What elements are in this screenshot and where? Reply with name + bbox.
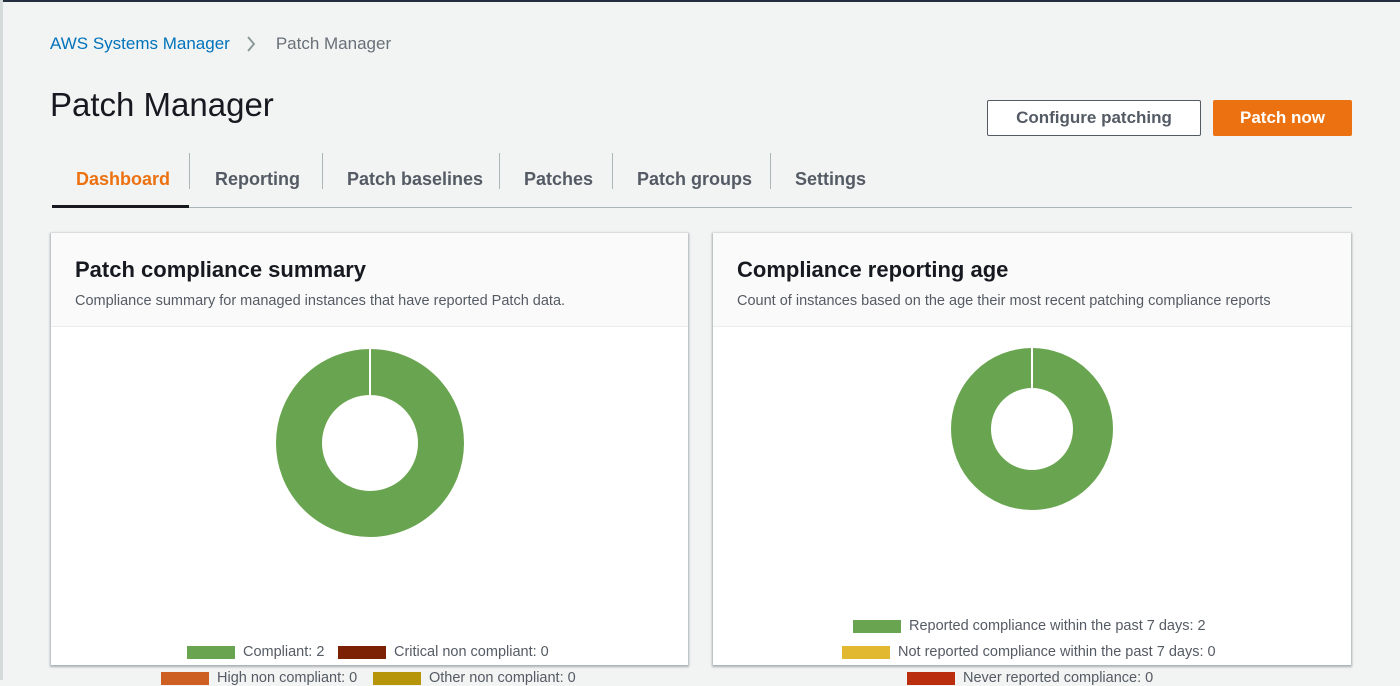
- tab-settings[interactable]: Settings: [770, 152, 890, 206]
- tab-dashboard[interactable]: Dashboard: [52, 152, 189, 208]
- legend-item-high[interactable]: High non compliant: 0: [161, 670, 357, 686]
- legend-swatch: [853, 619, 901, 633]
- legend-swatch: [842, 645, 890, 659]
- reporting-age-donut-chart: [951, 347, 1113, 510]
- card-header: Compliance reporting age Count of instan…: [713, 233, 1351, 327]
- card-title: Patch compliance summary: [75, 257, 367, 282]
- card-header: Patch compliance summary Compliance summ…: [51, 233, 688, 327]
- page-title: Patch Manager: [50, 86, 274, 123]
- chevron-right-icon: [246, 35, 258, 53]
- legend-label: Compliant: 2: [243, 644, 325, 660]
- tab-patches[interactable]: Patches: [499, 152, 612, 206]
- legend-swatch: [338, 645, 386, 659]
- legend-swatch: [161, 671, 209, 685]
- legend-swatch: [187, 645, 235, 659]
- legend-swatch: [373, 671, 421, 685]
- configure-patching-button[interactable]: Configure patching: [987, 100, 1201, 136]
- compliance-reporting-age-card: Compliance reporting age Count of instan…: [713, 233, 1351, 686]
- legend-label: Other non compliant: 0: [429, 670, 576, 686]
- compliance-donut-chart: [276, 348, 464, 537]
- breadcrumb: AWS Systems Manager Patch Manager: [50, 34, 391, 54]
- legend-item-not-reported[interactable]: Not reported compliance within the past …: [842, 644, 1216, 660]
- card-description: Count of instances based on the age thei…: [737, 293, 1271, 309]
- legend-item-critical[interactable]: Critical non compliant: 0: [338, 644, 549, 660]
- legend-swatch: [907, 671, 955, 685]
- legend-item-reported[interactable]: Reported compliance within the past 7 da…: [853, 618, 1206, 634]
- legend-label: High non compliant: 0: [217, 670, 358, 686]
- tab-reporting[interactable]: Reporting: [189, 152, 322, 206]
- legend-label: Not reported compliance within the past …: [898, 644, 1216, 660]
- card-title: Compliance reporting age: [737, 257, 1009, 282]
- breadcrumb-link-systems-manager[interactable]: AWS Systems Manager: [50, 34, 230, 53]
- patch-now-button[interactable]: Patch now: [1213, 100, 1352, 136]
- legend-label: Critical non compliant: 0: [394, 644, 549, 660]
- content-left-border: [0, 0, 3, 680]
- tab-patch-groups[interactable]: Patch groups: [612, 152, 770, 206]
- legend-label: Reported compliance within the past 7 da…: [909, 618, 1206, 634]
- legend-label: Never reported compliance: 0: [963, 670, 1154, 686]
- console-top-border: [0, 0, 1400, 2]
- patch-compliance-summary-card: Patch compliance summary Compliance summ…: [51, 233, 688, 686]
- legend-item-never-reported[interactable]: Never reported compliance: 0: [907, 670, 1153, 686]
- breadcrumb-current: Patch Manager: [275, 34, 392, 53]
- legend-item-compliant[interactable]: Compliant: 2: [187, 644, 324, 660]
- tab-patch-baselines[interactable]: Patch baselines: [322, 152, 499, 206]
- tab-bar: Dashboard Reporting Patch baselines Patc…: [52, 152, 1352, 208]
- legend-item-other[interactable]: Other non compliant: 0: [373, 670, 576, 686]
- card-description: Compliance summary for managed instances…: [75, 293, 566, 309]
